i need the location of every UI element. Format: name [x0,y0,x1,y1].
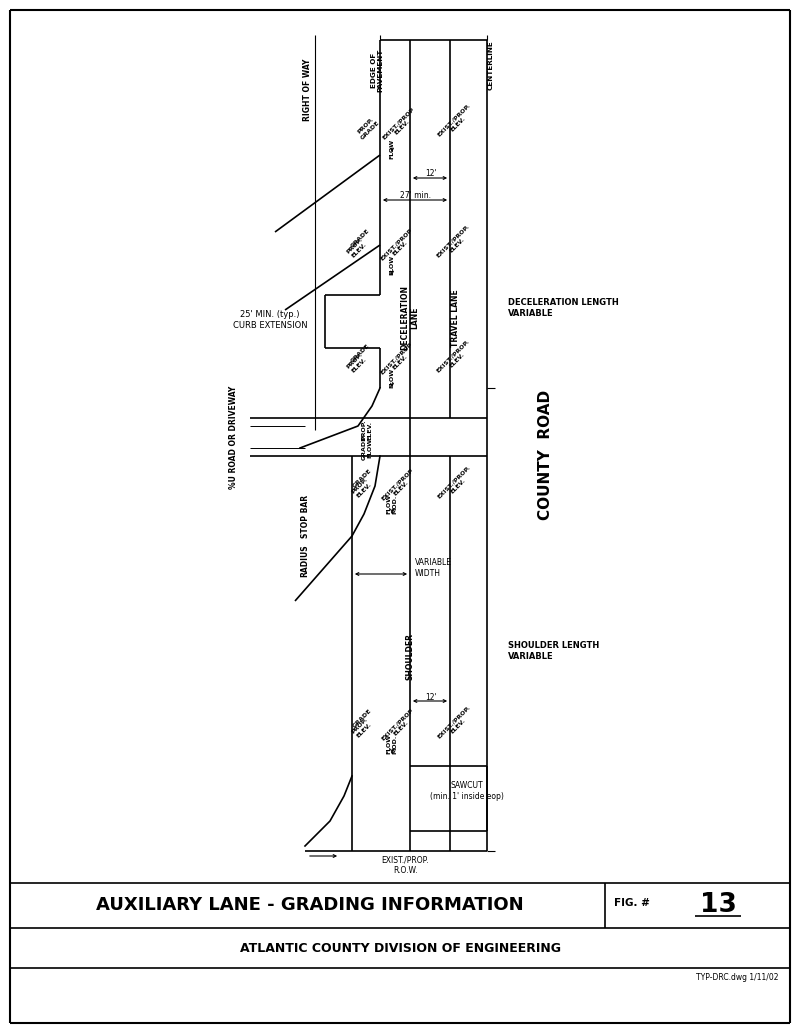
Text: CENTERLINE: CENTERLINE [488,40,494,90]
Text: FLOW: FLOW [390,138,394,159]
Text: %U ROAD OR DRIVEWAY: %U ROAD OR DRIVEWAY [229,385,238,489]
Text: GRADE: GRADE [350,343,370,364]
Text: STOP BAR: STOP BAR [301,495,310,537]
Text: AUXILIARY LANE - GRADING INFORMATION: AUXILIARY LANE - GRADING INFORMATION [96,897,524,914]
Text: EDGE OF
PAVEMENT: EDGE OF PAVEMENT [370,49,383,92]
Text: FIG. #: FIG. # [614,899,650,908]
Text: GRADE: GRADE [352,708,372,728]
Text: FLOW: FLOW [390,255,394,275]
Text: EXIST./PROP
ELEV.: EXIST./PROP ELEV. [380,707,418,745]
Text: 13: 13 [699,893,737,918]
Text: 12': 12' [425,169,437,179]
Text: RIGHT OF WAY: RIGHT OF WAY [302,59,311,121]
Text: SAWCUT
(min. 1' inside eop): SAWCUT (min. 1' inside eop) [430,781,504,801]
Text: COUNTY  ROAD: COUNTY ROAD [538,389,553,520]
Text: PROP.
GRADE: PROP. GRADE [355,116,381,140]
Text: PROP.
ELEV.: PROP. ELEV. [346,352,368,374]
Text: EXIST./PROP.
ELEV.: EXIST./PROP. ELEV. [437,705,475,744]
Text: EXIST./PROP.
ELEV.: EXIST./PROP. ELEV. [437,465,475,503]
Text: EXIST./PROP.
ELEV.: EXIST./PROP. ELEV. [435,339,474,377]
Text: DECELERATION LENGTH
VARIABLE: DECELERATION LENGTH VARIABLE [508,299,618,318]
Text: EXIST./PROP.
ELEV.: EXIST./PROP. ELEV. [437,102,475,142]
Text: SHOULDER: SHOULDER [406,632,414,680]
Text: PROP.
ELEV.: PROP. ELEV. [351,477,373,499]
Text: EXIST./PROP
ELEV.: EXIST./PROP ELEV. [380,467,418,505]
Text: GRADE: GRADE [352,468,372,489]
Text: GRADE
FLOW: GRADE FLOW [362,436,372,460]
Text: ATLANTIC COUNTY DIVISION OF ENGINEERING: ATLANTIC COUNTY DIVISION OF ENGINEERING [239,941,561,954]
Text: EXIST./PROP
ELEV.: EXIST./PROP ELEV. [379,341,417,379]
Text: EXIST./PROP.
ELEV.: EXIST./PROP. ELEV. [435,223,474,262]
Text: FLOW: FLOW [390,368,394,388]
Text: DECELERATION
LANE: DECELERATION LANE [400,285,420,350]
Text: RADIUS: RADIUS [301,544,310,577]
Text: 27' min.: 27' min. [399,191,430,200]
Text: FLOW
MOD.: FLOW MOD. [386,494,398,514]
Text: TRAVEL LANE: TRAVEL LANE [450,289,459,347]
Text: 12': 12' [425,692,437,701]
Text: EXIST./PROP.
R.O.W.: EXIST./PROP. R.O.W. [382,855,429,875]
Text: EXIST./PROP
ELEV.: EXIST./PROP ELEV. [379,227,417,265]
Text: FLOW
MOD.: FLOW MOD. [386,733,398,754]
Text: EXIST./PROP
ELEV.: EXIST./PROP ELEV. [381,106,419,145]
Text: VARIABLE
WIDTH: VARIABLE WIDTH [415,558,452,577]
Text: GRADE: GRADE [350,227,370,248]
Text: PROP.
ELEV.: PROP. ELEV. [351,717,373,739]
Text: PROP.
ELEV.: PROP. ELEV. [346,237,368,259]
Text: PROP.
ELEV.: PROP. ELEV. [362,419,372,440]
Text: 25' MIN. (typ.)
CURB EXTENSION: 25' MIN. (typ.) CURB EXTENSION [233,310,307,330]
Text: TYP-DRC.dwg 1/11/02: TYP-DRC.dwg 1/11/02 [695,972,778,981]
Text: SHOULDER LENGTH
VARIABLE: SHOULDER LENGTH VARIABLE [508,641,599,661]
